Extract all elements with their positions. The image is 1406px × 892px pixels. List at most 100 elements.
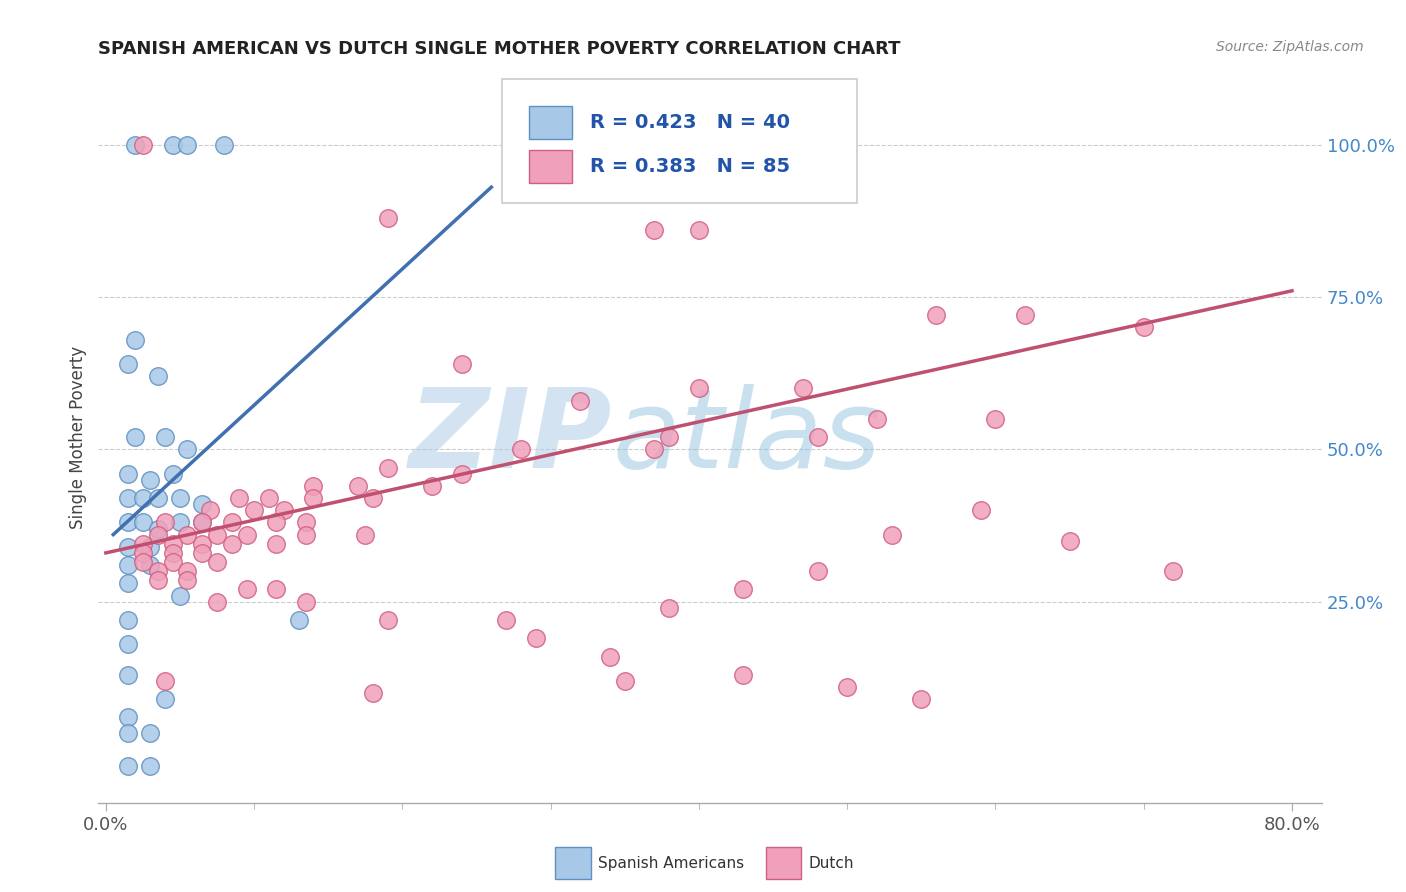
Point [377, 460, 399, 475]
Point [910, 692, 932, 706]
Point [295, 594, 318, 608]
Point [191, 516, 214, 530]
Point [117, 667, 139, 681]
Point [124, 430, 146, 444]
Point [257, 491, 280, 505]
Point [117, 558, 139, 573]
Point [837, 680, 859, 694]
Text: Dutch: Dutch [808, 856, 853, 871]
Point [146, 527, 169, 541]
Point [235, 582, 257, 597]
Point [191, 516, 214, 530]
Point [205, 594, 228, 608]
Point [354, 527, 377, 541]
Point [132, 546, 155, 560]
Point [243, 503, 266, 517]
FancyBboxPatch shape [502, 78, 856, 203]
Text: Spanish Americans: Spanish Americans [598, 856, 744, 871]
Point [117, 516, 139, 530]
Point [146, 521, 169, 535]
Point [540, 137, 562, 152]
Point [162, 467, 184, 481]
Point [1132, 320, 1154, 334]
Point [132, 537, 155, 551]
Point [117, 491, 139, 505]
Text: atlas: atlas [612, 384, 880, 491]
Point [273, 503, 295, 517]
Point [176, 442, 198, 457]
Point [176, 527, 198, 541]
Point [377, 211, 399, 225]
Point [117, 357, 139, 371]
Point [117, 540, 139, 554]
Point [198, 503, 221, 517]
Point [880, 527, 903, 541]
Point [162, 137, 184, 152]
Point [153, 692, 176, 706]
Point [361, 491, 384, 505]
Point [228, 491, 250, 505]
Point [139, 473, 162, 487]
Point [658, 137, 681, 152]
Point [191, 537, 214, 551]
Point [117, 576, 139, 591]
Point [139, 540, 162, 554]
Point [146, 574, 169, 588]
Y-axis label: Single Mother Poverty: Single Mother Poverty [69, 345, 87, 529]
Point [132, 137, 155, 152]
Point [117, 613, 139, 627]
Text: Source: ZipAtlas.com: Source: ZipAtlas.com [1216, 40, 1364, 54]
Point [139, 725, 162, 739]
Point [191, 546, 214, 560]
Point [176, 574, 198, 588]
Point [643, 442, 665, 457]
Text: SPANISH AMERICAN VS DUTCH SINGLE MOTHER POVERTY CORRELATION CHART: SPANISH AMERICAN VS DUTCH SINGLE MOTHER … [98, 40, 901, 58]
Point [153, 673, 176, 688]
Point [117, 637, 139, 651]
Point [266, 582, 288, 597]
Point [169, 516, 191, 530]
Point [139, 558, 162, 573]
Point [1014, 308, 1036, 322]
Point [287, 613, 309, 627]
Point [117, 467, 139, 481]
Point [266, 516, 288, 530]
Point [214, 137, 236, 152]
Point [235, 527, 257, 541]
Point [162, 546, 184, 560]
Point [132, 555, 155, 569]
Point [733, 582, 755, 597]
Point [420, 479, 443, 493]
Point [302, 479, 325, 493]
Text: R = 0.383   N = 85: R = 0.383 N = 85 [591, 157, 790, 176]
Point [984, 412, 1007, 426]
Point [302, 491, 325, 505]
Point [117, 710, 139, 724]
Point [117, 759, 139, 773]
Point [688, 381, 710, 395]
Point [1163, 564, 1185, 578]
Point [139, 759, 162, 773]
Point [495, 613, 517, 627]
Point [266, 537, 288, 551]
Point [191, 497, 214, 511]
Point [733, 667, 755, 681]
Point [146, 564, 169, 578]
Point [176, 564, 198, 578]
FancyBboxPatch shape [529, 150, 572, 183]
Point [599, 649, 621, 664]
Point [132, 516, 155, 530]
Point [221, 516, 243, 530]
Point [153, 430, 176, 444]
Point [658, 430, 681, 444]
Point [806, 564, 828, 578]
Point [162, 555, 184, 569]
Point [969, 503, 991, 517]
Point [377, 613, 399, 627]
Point [295, 516, 318, 530]
Point [153, 516, 176, 530]
Point [169, 589, 191, 603]
Point [132, 491, 155, 505]
Point [658, 600, 681, 615]
Point [866, 412, 889, 426]
